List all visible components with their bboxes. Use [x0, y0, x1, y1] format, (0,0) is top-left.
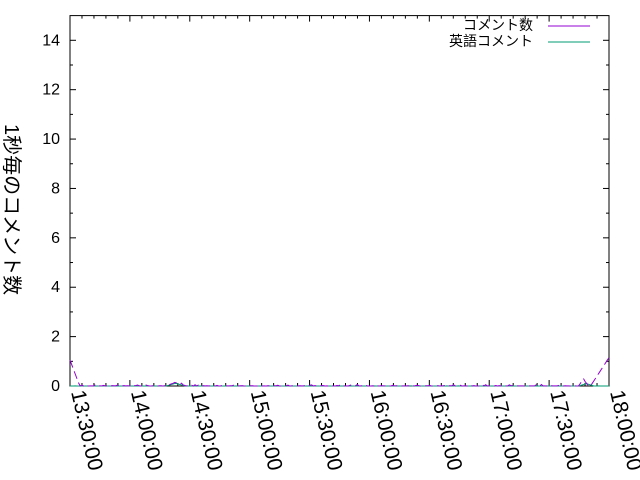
svg-text:6: 6 — [51, 230, 60, 247]
svg-text:1秒毎のコメント数: 1秒毎のコメント数 — [0, 124, 23, 295]
svg-text:英語コメント: 英語コメント — [449, 33, 533, 49]
svg-text:10: 10 — [42, 131, 60, 148]
svg-text:4: 4 — [51, 279, 60, 296]
svg-text:コメント数: コメント数 — [463, 17, 533, 33]
svg-text:2: 2 — [51, 329, 60, 346]
svg-text:8: 8 — [51, 180, 60, 197]
svg-text:0: 0 — [51, 378, 60, 395]
svg-text:12: 12 — [42, 82, 60, 99]
svg-text:14: 14 — [42, 32, 60, 49]
